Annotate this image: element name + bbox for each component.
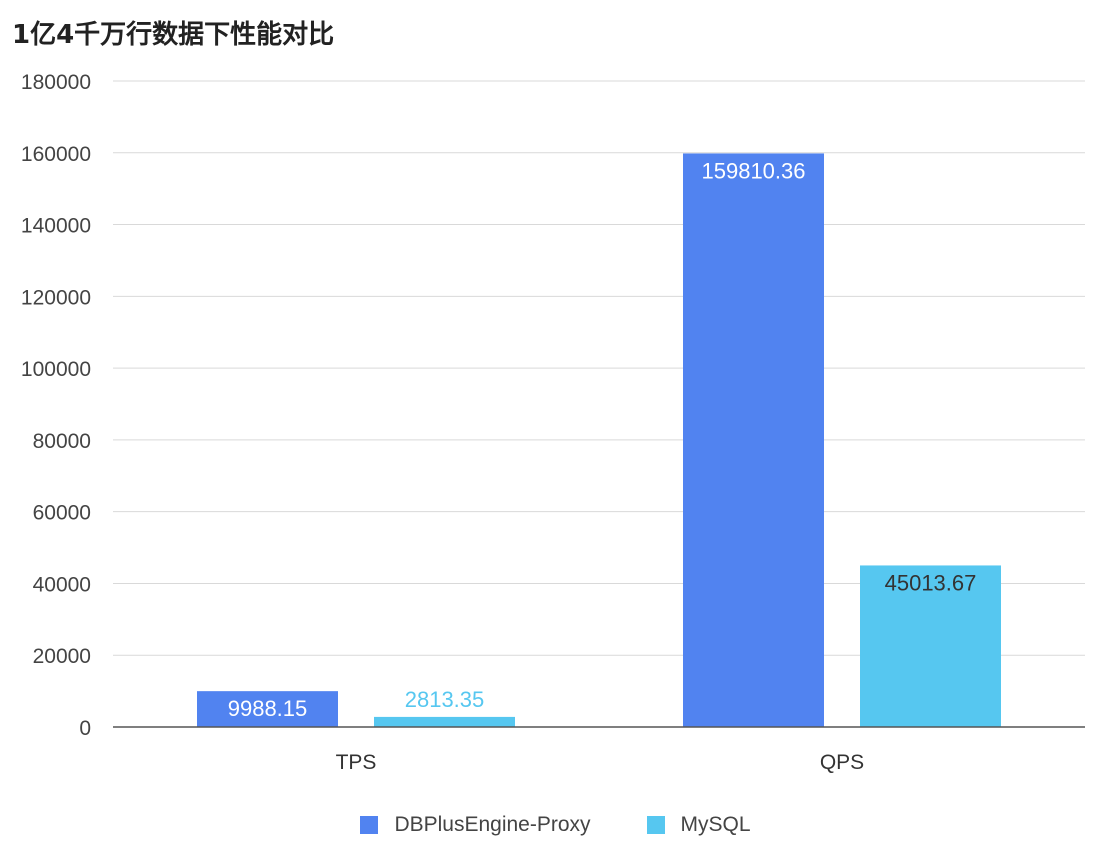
- x-tick-label: QPS: [820, 751, 864, 774]
- y-tick-label: 80000: [33, 430, 91, 453]
- chart-title: 1亿4千万行数据下性能对比: [12, 20, 335, 50]
- y-tick-label: 180000: [21, 71, 91, 94]
- legend-swatch-series-0: [360, 816, 379, 834]
- y-tick-label: 40000: [33, 573, 91, 596]
- y-tick-label: 20000: [33, 645, 91, 668]
- bar-mysql-tps: [374, 716, 515, 727]
- y-tick-label: 100000: [21, 358, 91, 381]
- y-tick-label: 140000: [21, 215, 91, 238]
- bar-chart: 0 20000 40000 60000 80000 100000 120000 140000 1…: [21, 71, 1085, 774]
- y-tick-label: 60000: [33, 502, 91, 525]
- data-label: 45013.67: [885, 570, 977, 595]
- legend-item-series-0[interactable]: DBPlusEngine-Proxy: [360, 813, 591, 837]
- bar-dbplusengine-proxy-tps: [197, 691, 338, 727]
- legend-item-series-1[interactable]: MySQL: [646, 813, 751, 837]
- x-tick-label: TPS: [336, 751, 377, 774]
- data-label: 2813.35: [405, 687, 485, 712]
- data-label: 159810.36: [702, 158, 806, 183]
- legend-swatch-series-1: [646, 816, 665, 834]
- legend-label-series-0: DBPlusEngine-Proxy: [394, 813, 591, 836]
- bar-dbplusengine-proxy-qps: [683, 153, 824, 727]
- data-label: 9988.15: [228, 696, 308, 721]
- bar-mysql-qps: [860, 565, 1001, 727]
- legend-label-series-1: MySQL: [680, 813, 751, 836]
- legend: DBPlusEngine-Proxy MySQL: [0, 813, 1111, 837]
- y-tick-label: 160000: [21, 143, 91, 166]
- y-tick-label: 0: [79, 717, 91, 740]
- y-tick-label: 120000: [21, 286, 91, 309]
